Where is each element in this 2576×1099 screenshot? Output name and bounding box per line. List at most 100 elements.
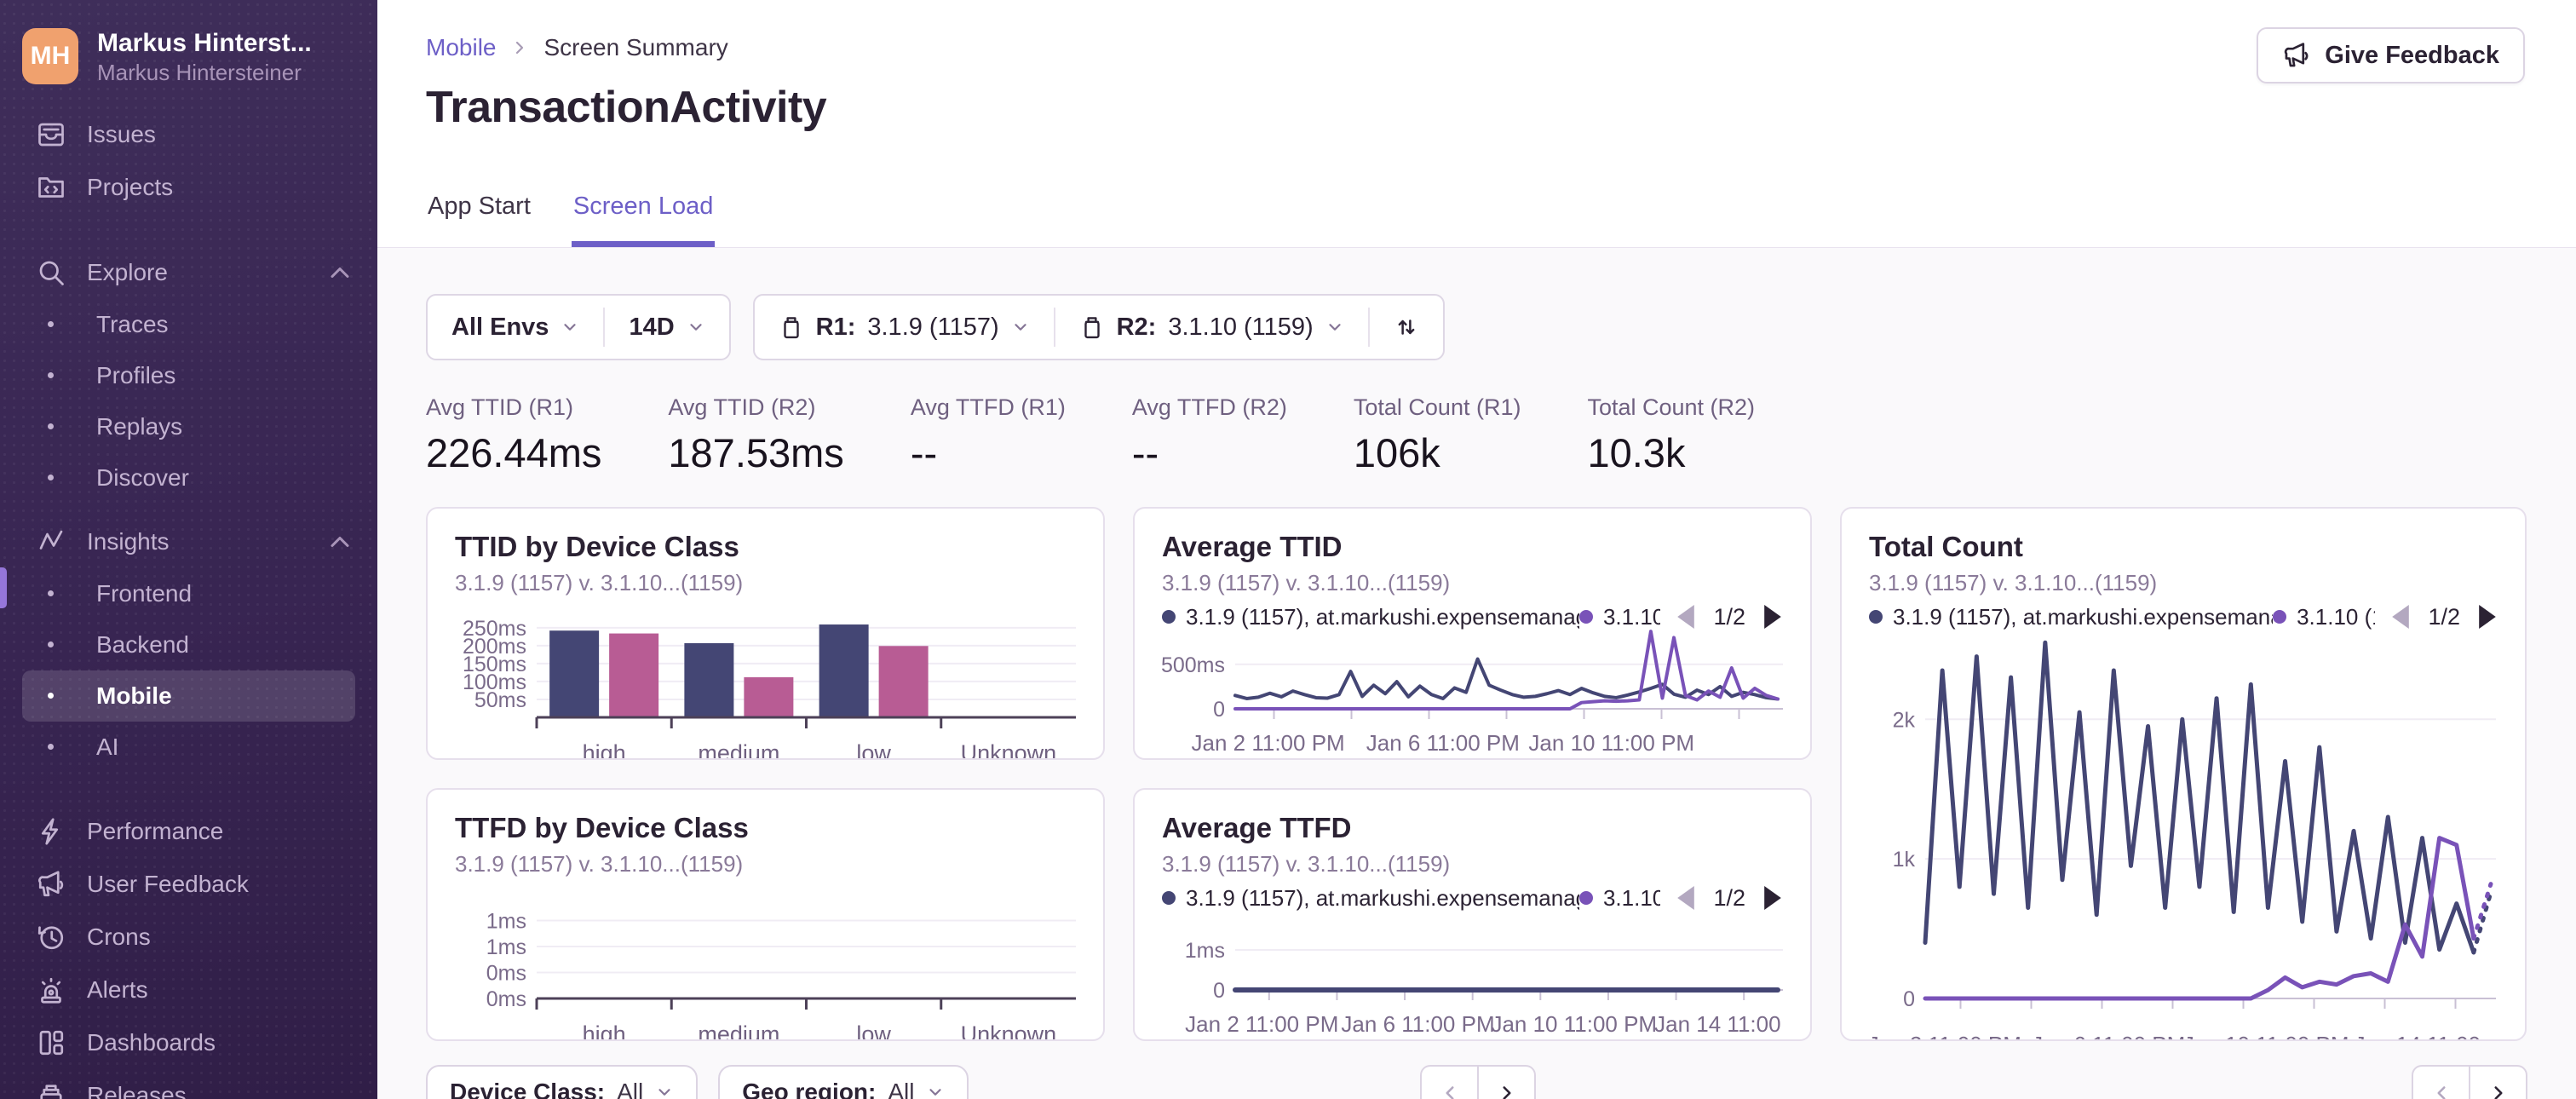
sidebar-item-replays[interactable]: Replays — [22, 401, 355, 452]
environment-selector[interactable]: All Envs — [428, 296, 603, 359]
svg-text:250ms: 250ms — [463, 617, 526, 641]
filter-bar: All Envs 14D R1: 3.1.9 (1157) — [426, 294, 2527, 360]
next-page-button[interactable] — [2470, 1065, 2527, 1099]
search-icon — [39, 261, 64, 285]
sidebar-group-insights[interactable]: Insights — [0, 515, 377, 568]
breadcrumb-parent[interactable]: Mobile — [426, 34, 497, 60]
legend-dot-r2 — [2273, 610, 2287, 624]
release-1-value: 3.1.9 (1157) — [867, 313, 999, 341]
legend-dot-r1 — [1162, 891, 1176, 905]
svg-text:0: 0 — [1903, 987, 1915, 1011]
release-2-label: R2: — [1116, 313, 1157, 341]
date-range-selector[interactable]: 14D — [605, 296, 728, 359]
legend-label[interactable]: 3.1.10 — [1602, 884, 1661, 911]
prev-page-button[interactable] — [1420, 1065, 1478, 1099]
total-count-pagination — [2412, 1065, 2527, 1099]
legend-page-indicator: 1/2 — [1713, 603, 1745, 630]
bullet-icon — [48, 642, 54, 647]
legend-pager: 1/2 — [1676, 885, 1783, 912]
legend-label[interactable]: 3.1.9 (1157), at.markushi.expensemanage — [1893, 603, 2274, 630]
legend-prev-icon[interactable] — [1676, 605, 1696, 629]
card-subtitle: 3.1.9 (1157) v. 3.1.10...(1159) — [1162, 851, 1451, 877]
total-count-line-chart: 2k 1k 0 — [1869, 627, 2498, 1030]
legend-label[interactable]: 3.1.9 (1157), at.markushi.expensemanage — [1186, 884, 1579, 911]
divider — [1053, 308, 1055, 347]
sidebar-item-backend[interactable]: Backend — [22, 619, 355, 670]
svg-text:1k: 1k — [1893, 848, 1916, 872]
legend-prev-icon[interactable] — [2390, 605, 2411, 629]
device-class-label: Device Class: — [450, 1079, 606, 1099]
card-subtitle: 3.1.9 (1157) v. 3.1.10...(1159) — [455, 851, 744, 877]
sidebar-item-traces[interactable]: Traces — [22, 299, 355, 350]
legend-prev-icon[interactable] — [1676, 886, 1696, 910]
sidebar-item-mobile[interactable]: Mobile — [22, 670, 355, 722]
legend-next-icon[interactable] — [2477, 605, 2498, 629]
device-class-filter[interactable]: Device Class: All — [426, 1065, 699, 1099]
swap-releases-button[interactable] — [1370, 296, 1443, 359]
metric-value: -- — [910, 430, 938, 475]
release-1-selector[interactable]: R1: 3.1.9 (1157) — [755, 296, 1054, 359]
legend-item: 3.1.9 (1157), at.markushi.expensemanage — [1162, 604, 1579, 630]
next-page-button[interactable] — [1478, 1065, 1536, 1099]
sidebar-group-explore[interactable]: Explore — [0, 246, 377, 299]
x-axis-label: Jan 2 11:00 PM — [1185, 1011, 1339, 1037]
prev-page-button[interactable] — [2412, 1065, 2470, 1099]
sidebar-item-label: Traces — [96, 310, 169, 337]
swap-arrows-icon — [1398, 319, 1415, 335]
megaphone-icon — [2285, 43, 2309, 67]
sidebar-item-projects[interactable]: Projects — [0, 161, 377, 214]
divider — [603, 308, 606, 347]
legend-next-icon[interactable] — [1762, 605, 1783, 629]
sidebar-item-ai[interactable]: AI — [22, 722, 355, 773]
sidebar-item-releases[interactable]: Releases — [0, 1069, 377, 1099]
chevron-down-icon — [687, 318, 705, 337]
svg-text:0ms: 0ms — [486, 962, 526, 986]
metric-avg-ttid-r1: Avg TTID (R1) 226.44ms — [426, 394, 601, 476]
legend-item: 3.1.10 — [1578, 603, 1661, 630]
legend-next-icon[interactable] — [1762, 886, 1783, 910]
give-feedback-button[interactable]: Give Feedback — [2257, 27, 2525, 83]
sidebar-item-crons[interactable]: Crons — [0, 911, 377, 964]
sidebar-item-label: Performance — [87, 817, 224, 844]
bar-category-label: low — [856, 740, 891, 760]
sidebar-item-alerts[interactable]: Alerts — [0, 964, 377, 1016]
legend-label[interactable]: 3.1.10 (1 — [2297, 603, 2375, 630]
sidebar-item-dashboards[interactable]: Dashboards — [0, 1016, 377, 1069]
release-icon — [1079, 314, 1105, 340]
sidebar-item-issues[interactable]: Issues — [0, 108, 377, 161]
ttfd-bar-chart: 1ms 1ms 0ms 0ms — [455, 886, 1076, 1018]
sidebar-item-label: Profiles — [96, 361, 176, 388]
bullet-icon — [48, 372, 54, 378]
org-switcher[interactable]: MH Markus Hinterst... Markus Hinterstein… — [0, 0, 377, 108]
chevron-right-icon — [509, 37, 530, 58]
sidebar-item-frontend[interactable]: Frontend — [22, 568, 355, 619]
projects-icon — [38, 176, 64, 198]
tab-screen-load[interactable]: Screen Load — [571, 193, 716, 247]
sidebar-item-label: Discover — [96, 463, 189, 491]
legend-label[interactable]: 3.1.10 — [1602, 603, 1661, 630]
give-feedback-label: Give Feedback — [2325, 41, 2499, 69]
divider — [1367, 308, 1370, 347]
card-total-count: Total Count 3.1.9 (1157) v. 3.1.10...(11… — [1840, 507, 2527, 1041]
geo-region-filter[interactable]: Geo region: All — [718, 1065, 969, 1099]
legend-pager: 1/2 — [1676, 604, 1783, 630]
org-name: Markus Hinterst... — [97, 29, 312, 57]
sidebar-item-profiles[interactable]: Profiles — [22, 350, 355, 401]
svg-text:0: 0 — [1213, 979, 1225, 1003]
card-title: Average TTFD — [1162, 812, 1352, 843]
legend-dot-r2 — [1578, 610, 1593, 624]
bullet-icon — [48, 590, 54, 596]
metric-label: Avg TTFD (R2) — [1131, 394, 1287, 420]
legend-label[interactable]: 3.1.9 (1157), at.markushi.expensemanage — [1186, 603, 1579, 630]
legend-item: 3.1.9 (1157), at.markushi.expensemanage — [1869, 604, 2273, 630]
sidebar: MH Markus Hinterst... Markus Hinterstein… — [0, 0, 377, 1099]
sidebar-item-discover[interactable]: Discover — [22, 452, 355, 503]
sidebar-item-user-feedback[interactable]: User Feedback — [0, 858, 377, 911]
sidebar-item-performance[interactable]: Performance — [0, 805, 377, 858]
bar-category-label: low — [856, 1021, 891, 1041]
release-2-selector[interactable]: R2: 3.1.10 (1159) — [1055, 296, 1368, 359]
tab-app-start[interactable]: App Start — [428, 193, 531, 220]
legend-dot-r2 — [1578, 891, 1593, 905]
